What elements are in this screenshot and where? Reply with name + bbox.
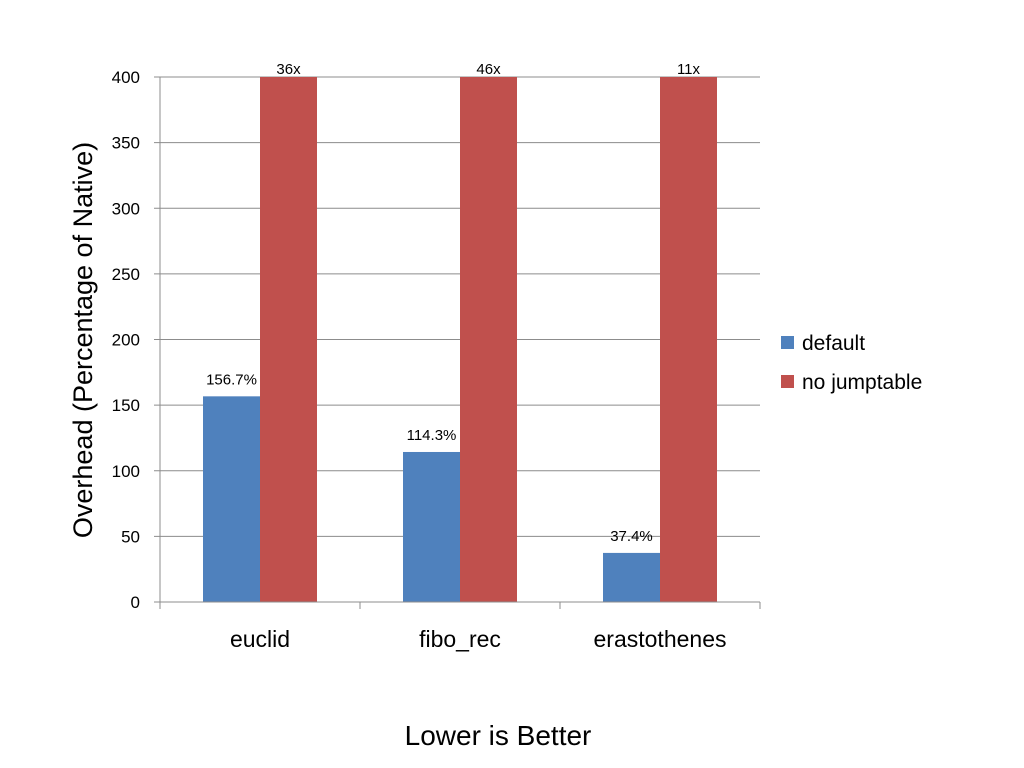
data-labels: 156.7% 36x 114.3% 46x 37.4% 11x <box>206 61 700 545</box>
data-label: 11x <box>677 61 701 78</box>
y-ticks: 0 50 100 150 200 250 300 350 400 <box>112 68 160 612</box>
legend-label-default: default <box>802 332 865 355</box>
y-tick-label: 0 <box>131 593 140 612</box>
y-tick-label: 250 <box>112 265 140 284</box>
data-label: 156.7% <box>206 371 257 388</box>
x-tick-label: fibo_rec <box>419 626 501 652</box>
y-tick-label: 400 <box>112 68 140 87</box>
y-tick-label: 50 <box>121 527 140 546</box>
bar-no-jumptable-euclid <box>260 77 317 602</box>
y-tick-label: 100 <box>112 462 140 481</box>
legend-swatch-default <box>781 336 794 349</box>
y-tick-label: 300 <box>112 199 140 218</box>
legend-swatch-no-jumptable <box>781 375 794 388</box>
bar-default-euclid <box>203 396 260 602</box>
legend-label-no-jumptable: no jumptable <box>802 371 922 394</box>
x-axis-title: Lower is Better <box>405 720 592 751</box>
y-tick-label: 200 <box>112 331 140 350</box>
bar-no-jumptable-erastothenes <box>660 77 717 602</box>
bar-default-fibo_rec <box>403 451 460 602</box>
data-label: 114.3% <box>407 427 457 444</box>
x-tick-label: erastothenes <box>594 626 727 652</box>
bar-default-erastothenes <box>603 552 660 602</box>
y-tick-label: 350 <box>112 134 140 153</box>
y-tick-label: 150 <box>112 396 140 415</box>
x-tick-label: euclid <box>230 626 290 652</box>
legend: default no jumptable <box>781 332 922 394</box>
bars <box>203 77 717 602</box>
bar-no-jumptable-fibo_rec <box>460 77 517 602</box>
x-ticks: euclid fibo_rec erastothenes <box>159 602 761 652</box>
data-label: 46x <box>476 61 501 78</box>
data-label: 36x <box>276 61 301 78</box>
y-axis-title: Overhead (Percentage of Native) <box>68 142 98 538</box>
data-label: 37.4% <box>610 528 653 545</box>
